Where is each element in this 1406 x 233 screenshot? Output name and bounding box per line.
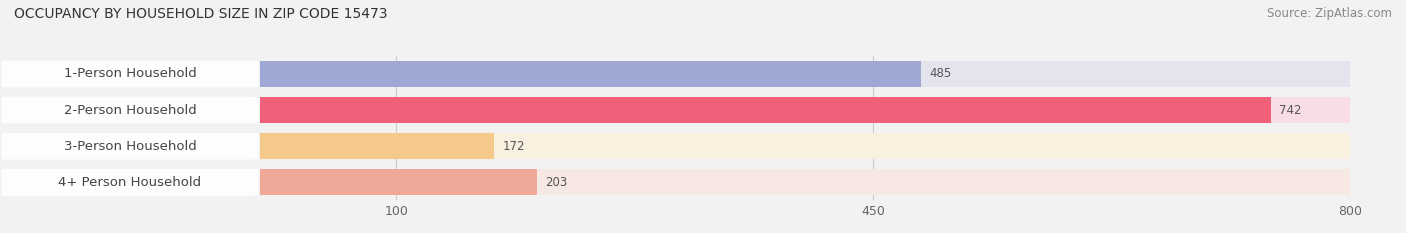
- Bar: [260, 97, 1350, 123]
- FancyBboxPatch shape: [1, 133, 259, 160]
- Text: 485: 485: [929, 68, 950, 80]
- Text: 2-Person Household: 2-Person Household: [63, 104, 197, 116]
- Text: 4+ Person Household: 4+ Person Household: [59, 176, 201, 189]
- FancyBboxPatch shape: [1, 61, 259, 87]
- Bar: [260, 169, 537, 195]
- Text: Source: ZipAtlas.com: Source: ZipAtlas.com: [1267, 7, 1392, 20]
- Bar: [260, 133, 495, 159]
- FancyBboxPatch shape: [1, 97, 259, 123]
- Bar: [260, 169, 1350, 195]
- Bar: [260, 61, 921, 87]
- Bar: [260, 97, 1271, 123]
- Text: 203: 203: [544, 176, 567, 189]
- Bar: [260, 133, 1350, 159]
- Bar: [260, 61, 1350, 87]
- Text: OCCUPANCY BY HOUSEHOLD SIZE IN ZIP CODE 15473: OCCUPANCY BY HOUSEHOLD SIZE IN ZIP CODE …: [14, 7, 388, 21]
- Text: 172: 172: [502, 140, 524, 153]
- Text: 1-Person Household: 1-Person Household: [63, 68, 197, 80]
- Text: 3-Person Household: 3-Person Household: [63, 140, 197, 153]
- FancyBboxPatch shape: [1, 169, 259, 196]
- Text: 742: 742: [1279, 104, 1302, 116]
